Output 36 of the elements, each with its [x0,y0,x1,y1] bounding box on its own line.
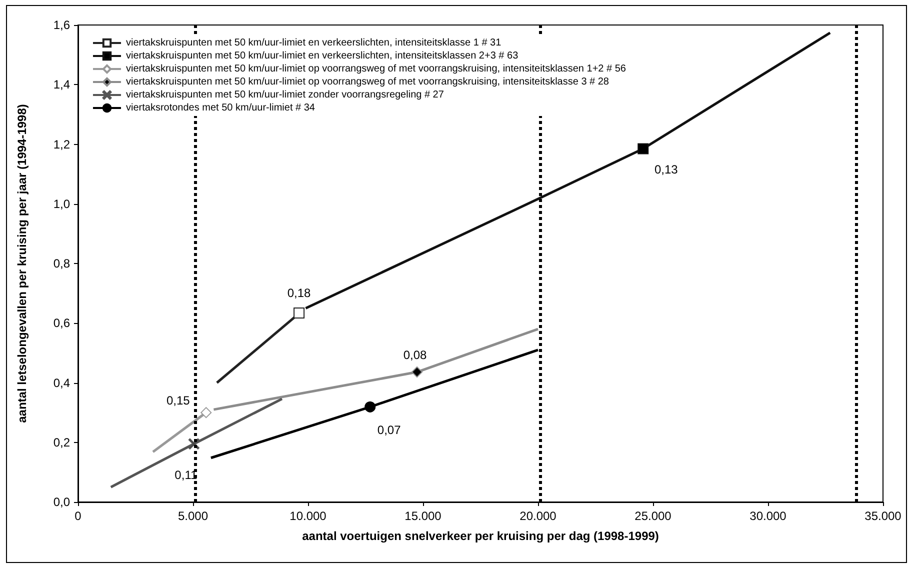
x-tick-label: 30.000 [750,509,787,523]
annotation: 0,11 [174,468,198,482]
legend-label: viertakskruispunten met 50 km/uur-limiet en verkeerslichten, intensiteitsklasse 1 # 31 [126,38,502,48]
legend-label: viertakskruispunten met 50 km/uur-limiet op voorrangsweg of met voorrangskruising, intensiteitsklasse 3 # 28 [126,76,610,88]
legend-label: viertakskruispunten met 50 km/uur-limiet op voorrangsweg of met voorrangskruising, intensiteitsklassen 1+2 # 56 [126,64,626,74]
x-tick-label: 5.000 [178,509,208,523]
y-axis-title: aantal letselongevallen per kruising per jaar (1994-1998) [15,104,29,423]
y-tick-label: 1,6 [53,18,70,32]
legend-label: viertakskruispunten met 50 km/uur-limiet zonder voorrangsregeling # 27 [126,90,444,100]
point [364,401,376,412]
x-tick-label: 0 [74,509,82,523]
x-tick-label: 25.000 [634,509,672,523]
point [294,307,305,318]
y-tick-label: 1,0 [53,196,70,211]
annotation: 0,07 [377,422,402,437]
y-tick-label: 1,4 [53,78,70,92]
x-tick-label: 35.000 [864,509,902,523]
annotation: 0,15 [166,394,190,408]
y-tick-label: 0,4 [53,376,70,390]
y-tick-label: 1,2 [53,137,70,152]
annotation: 0,13 [654,162,678,177]
x-axis-title: aantal voertuigen snelverkeer per kruising per dag (1998-1999) [302,529,659,543]
point [200,407,212,418]
y-tick-label: 0,0 [53,495,70,509]
legend-label: viertakskruispunten met 50 km/uur-limiet en verkeerslichten, intensiteitsklassen 2+3 # 63 [126,50,519,62]
x-tick-label: 10.000 [290,509,327,523]
y-tick-label: 0,2 [53,435,70,450]
y-tick-label: 0,6 [53,316,70,330]
legend-label: viertaksrotondes met 50 km/uur-limiet # 34 [126,102,316,114]
annotation: 0,08 [403,348,428,362]
annotation: 0,18 [287,286,312,300]
point [638,143,649,154]
y-tick-label: 0,8 [53,256,70,270]
x-tick-label: 20.000 [520,509,557,523]
x-tick-label: 15.000 [404,509,442,523]
point [412,366,423,378]
